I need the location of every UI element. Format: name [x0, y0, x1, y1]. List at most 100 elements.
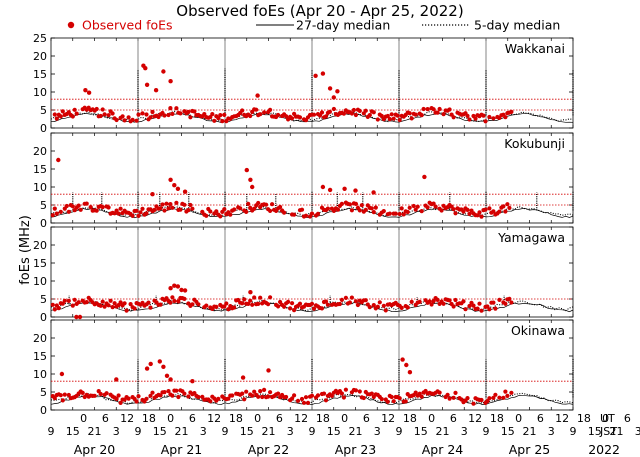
year-label: 2022: [588, 442, 620, 457]
observed-point: [66, 392, 71, 398]
observed-point: [363, 298, 368, 303]
jst-tick-label: 9: [48, 425, 55, 438]
jst-tick-label: 21: [262, 425, 276, 438]
observed-point: [329, 393, 334, 398]
observed-point: [70, 303, 75, 308]
observed-point: [383, 308, 388, 313]
observed-point: [172, 183, 177, 188]
observed-point: [100, 205, 105, 210]
observed-point: [240, 375, 246, 380]
jst-tick-label: 15: [327, 425, 341, 438]
observed-point: [379, 113, 384, 119]
observed-point: [503, 115, 508, 120]
observed-point: [481, 113, 486, 118]
observed-point: [483, 207, 488, 212]
observed-point: [349, 111, 354, 116]
panel-okinawa: 0 5 10 15 20 Okinawa: [33, 319, 574, 417]
observed-point: [491, 395, 496, 400]
observed-point: [422, 174, 427, 180]
observed-point: [114, 396, 119, 401]
day-label: Apr 24: [422, 442, 464, 457]
observed-point: [278, 204, 283, 210]
observed-point: [391, 399, 396, 404]
observed-point: [92, 393, 97, 398]
legend-5day-label: 5-day median: [474, 18, 560, 33]
observed-point: [369, 391, 374, 396]
observed-point: [451, 395, 456, 400]
observed-point: [371, 110, 376, 115]
observed-point: [431, 107, 436, 112]
observed-point: [491, 300, 496, 305]
ut-tick-label: 0: [515, 412, 522, 425]
observed-point: [268, 295, 273, 300]
observed-point: [74, 111, 79, 116]
ut-tick-label: 6: [189, 412, 196, 425]
ut-tick-label: 0: [428, 412, 435, 425]
observed-point: [373, 205, 378, 210]
observed-point: [84, 300, 89, 305]
observed-point: [467, 117, 472, 122]
observed-point: [98, 303, 103, 308]
observed-point: [114, 208, 119, 213]
observed-point: [395, 113, 400, 118]
observed-point: [353, 388, 358, 393]
observed-point: [186, 109, 191, 115]
observed-point: [471, 303, 476, 308]
observed-point: [351, 107, 356, 113]
observed-point: [208, 209, 213, 214]
observed-point: [425, 205, 430, 210]
observed-point: [224, 301, 229, 306]
observed-point: [400, 357, 405, 362]
observed-point: [509, 109, 514, 114]
ut-tick-label: 18: [577, 412, 591, 425]
jst-tick-label: 3: [374, 425, 381, 438]
observed-point: [467, 211, 472, 216]
observed-point: [256, 200, 261, 206]
observed-point: [176, 394, 181, 400]
day-label: Apr 20: [74, 442, 116, 457]
observed-point: [419, 113, 424, 118]
observed-point: [118, 300, 123, 305]
observed-point: [164, 373, 170, 378]
observed-point: [148, 393, 153, 398]
observed-point: [451, 207, 456, 212]
observed-point: [158, 302, 163, 307]
observed-point: [268, 390, 273, 395]
observed-point: [299, 396, 305, 402]
observed-point: [172, 283, 177, 288]
jst-tick-label: 9: [135, 425, 142, 438]
observed-point: [134, 208, 139, 213]
observed-point: [299, 207, 305, 212]
observed-point: [268, 208, 273, 213]
observed-point: [242, 297, 247, 302]
observed-point: [447, 396, 452, 401]
observed-point: [471, 401, 476, 406]
observed-point: [507, 205, 512, 210]
observed-point: [148, 361, 153, 367]
observed-point: [413, 390, 418, 395]
observed-point: [110, 305, 115, 310]
observed-point: [220, 119, 225, 124]
observed-point: [66, 209, 71, 214]
legend-observed-marker: [67, 21, 75, 29]
y-tick-label: 0: [40, 404, 47, 417]
observed-point: [371, 210, 376, 215]
observed-point: [268, 107, 273, 112]
observed-point: [62, 298, 67, 303]
observed-point: [353, 188, 358, 193]
y-tick-label: 10: [33, 86, 47, 99]
observed-point: [465, 113, 470, 118]
ut-tick-label: 0: [254, 412, 261, 425]
observed-point: [98, 391, 103, 397]
observed-point: [419, 394, 424, 399]
ut-tick-label: 0: [167, 412, 174, 425]
y-tick-label: 20: [33, 332, 47, 345]
observed-point: [56, 157, 61, 163]
observed-point: [292, 393, 297, 398]
observed-point: [375, 304, 380, 309]
observed-point: [357, 108, 362, 113]
observed-point: [367, 113, 372, 118]
observed-point: [182, 189, 188, 194]
observed-point: [182, 288, 188, 293]
station-label: Kokubunji: [504, 136, 565, 151]
